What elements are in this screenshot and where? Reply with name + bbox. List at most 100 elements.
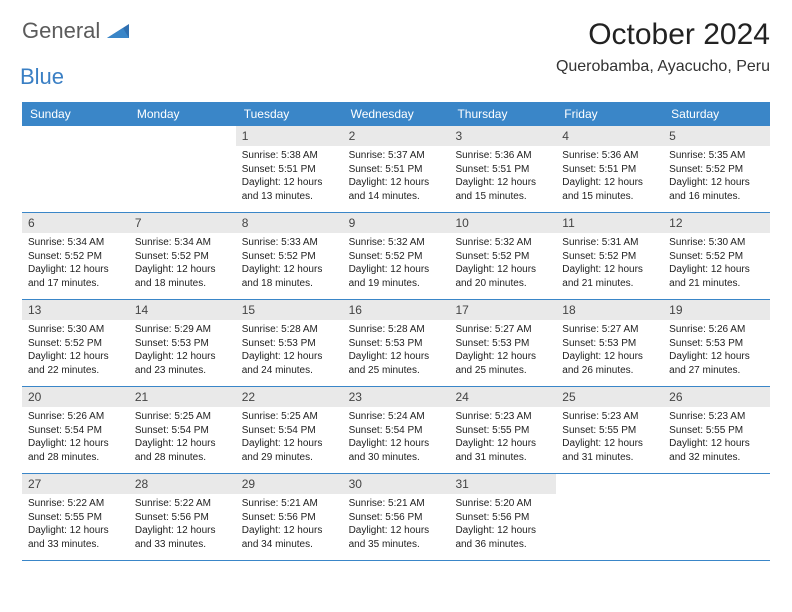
- day-number: 31: [449, 474, 556, 494]
- day-number: 12: [663, 213, 770, 233]
- day-details: Sunrise: 5:36 AMSunset: 5:51 PMDaylight:…: [449, 146, 556, 209]
- sunrise-text: Sunrise: 5:27 AM: [562, 323, 657, 337]
- calendar-day-cell: 5Sunrise: 5:35 AMSunset: 5:52 PMDaylight…: [663, 126, 770, 212]
- day-details: Sunrise: 5:27 AMSunset: 5:53 PMDaylight:…: [449, 320, 556, 383]
- calendar-week-row: ....1Sunrise: 5:38 AMSunset: 5:51 PMDayl…: [22, 126, 770, 213]
- day-details: Sunrise: 5:23 AMSunset: 5:55 PMDaylight:…: [556, 407, 663, 470]
- calendar-day-cell: 4Sunrise: 5:36 AMSunset: 5:51 PMDaylight…: [556, 126, 663, 212]
- day-number: 7: [129, 213, 236, 233]
- sunset-text: Sunset: 5:54 PM: [349, 424, 444, 438]
- calendar-day-cell: 16Sunrise: 5:28 AMSunset: 5:53 PMDayligh…: [343, 300, 450, 386]
- day-details: Sunrise: 5:35 AMSunset: 5:52 PMDaylight:…: [663, 146, 770, 209]
- day-number: 6: [22, 213, 129, 233]
- day-details: Sunrise: 5:20 AMSunset: 5:56 PMDaylight:…: [449, 494, 556, 557]
- daylight-text: Daylight: 12 hours and 13 minutes.: [242, 176, 337, 203]
- daylight-text: Daylight: 12 hours and 34 minutes.: [242, 524, 337, 551]
- calendar-day-cell: 9Sunrise: 5:32 AMSunset: 5:52 PMDaylight…: [343, 213, 450, 299]
- sunset-text: Sunset: 5:52 PM: [669, 250, 764, 264]
- sunrise-text: Sunrise: 5:34 AM: [135, 236, 230, 250]
- daylight-text: Daylight: 12 hours and 31 minutes.: [562, 437, 657, 464]
- calendar-week-row: 20Sunrise: 5:26 AMSunset: 5:54 PMDayligh…: [22, 387, 770, 474]
- calendar-day-cell: 30Sunrise: 5:21 AMSunset: 5:56 PMDayligh…: [343, 474, 450, 560]
- calendar-week-row: 13Sunrise: 5:30 AMSunset: 5:52 PMDayligh…: [22, 300, 770, 387]
- calendar-day-cell: 8Sunrise: 5:33 AMSunset: 5:52 PMDaylight…: [236, 213, 343, 299]
- sunset-text: Sunset: 5:52 PM: [349, 250, 444, 264]
- day-details: Sunrise: 5:37 AMSunset: 5:51 PMDaylight:…: [343, 146, 450, 209]
- daylight-text: Daylight: 12 hours and 29 minutes.: [242, 437, 337, 464]
- sunset-text: Sunset: 5:53 PM: [135, 337, 230, 351]
- day-details: Sunrise: 5:34 AMSunset: 5:52 PMDaylight:…: [22, 233, 129, 296]
- calendar-day-cell: 2Sunrise: 5:37 AMSunset: 5:51 PMDaylight…: [343, 126, 450, 212]
- logo: General Blue: [22, 18, 129, 90]
- day-number: 28: [129, 474, 236, 494]
- day-number: 1: [236, 126, 343, 146]
- sunrise-text: Sunrise: 5:31 AM: [562, 236, 657, 250]
- day-number: 25: [556, 387, 663, 407]
- day-number: 16: [343, 300, 450, 320]
- location-text: Querobamba, Ayacucho, Peru: [556, 58, 770, 76]
- sunrise-text: Sunrise: 5:33 AM: [242, 236, 337, 250]
- calendar-day-cell: ..: [556, 474, 663, 560]
- calendar-header-cell: Friday: [556, 102, 663, 126]
- sunrise-text: Sunrise: 5:22 AM: [135, 497, 230, 511]
- day-details: Sunrise: 5:28 AMSunset: 5:53 PMDaylight:…: [343, 320, 450, 383]
- sunset-text: Sunset: 5:51 PM: [455, 163, 550, 177]
- calendar-day-cell: 22Sunrise: 5:25 AMSunset: 5:54 PMDayligh…: [236, 387, 343, 473]
- sunset-text: Sunset: 5:52 PM: [242, 250, 337, 264]
- daylight-text: Daylight: 12 hours and 19 minutes.: [349, 263, 444, 290]
- day-number: 15: [236, 300, 343, 320]
- daylight-text: Daylight: 12 hours and 28 minutes.: [28, 437, 123, 464]
- sunrise-text: Sunrise: 5:23 AM: [669, 410, 764, 424]
- calendar-day-cell: 14Sunrise: 5:29 AMSunset: 5:53 PMDayligh…: [129, 300, 236, 386]
- daylight-text: Daylight: 12 hours and 15 minutes.: [455, 176, 550, 203]
- calendar-header-cell: Sunday: [22, 102, 129, 126]
- daylight-text: Daylight: 12 hours and 18 minutes.: [242, 263, 337, 290]
- sunset-text: Sunset: 5:52 PM: [135, 250, 230, 264]
- daylight-text: Daylight: 12 hours and 33 minutes.: [28, 524, 123, 551]
- day-details: Sunrise: 5:32 AMSunset: 5:52 PMDaylight:…: [449, 233, 556, 296]
- day-number: 17: [449, 300, 556, 320]
- calendar-day-cell: 27Sunrise: 5:22 AMSunset: 5:55 PMDayligh…: [22, 474, 129, 560]
- day-details: Sunrise: 5:22 AMSunset: 5:55 PMDaylight:…: [22, 494, 129, 557]
- calendar-day-cell: ..: [22, 126, 129, 212]
- sunset-text: Sunset: 5:54 PM: [135, 424, 230, 438]
- calendar-day-cell: 15Sunrise: 5:28 AMSunset: 5:53 PMDayligh…: [236, 300, 343, 386]
- calendar-day-cell: 3Sunrise: 5:36 AMSunset: 5:51 PMDaylight…: [449, 126, 556, 212]
- calendar-day-cell: 17Sunrise: 5:27 AMSunset: 5:53 PMDayligh…: [449, 300, 556, 386]
- daylight-text: Daylight: 12 hours and 26 minutes.: [562, 350, 657, 377]
- day-number: 5: [663, 126, 770, 146]
- day-details: Sunrise: 5:26 AMSunset: 5:53 PMDaylight:…: [663, 320, 770, 383]
- day-details: Sunrise: 5:23 AMSunset: 5:55 PMDaylight:…: [663, 407, 770, 470]
- sunrise-text: Sunrise: 5:24 AM: [349, 410, 444, 424]
- title-block: October 2024 Querobamba, Ayacucho, Peru: [556, 18, 770, 76]
- calendar-day-cell: 6Sunrise: 5:34 AMSunset: 5:52 PMDaylight…: [22, 213, 129, 299]
- day-number: 24: [449, 387, 556, 407]
- day-number: 29: [236, 474, 343, 494]
- calendar-header-cell: Monday: [129, 102, 236, 126]
- calendar-day-cell: 20Sunrise: 5:26 AMSunset: 5:54 PMDayligh…: [22, 387, 129, 473]
- sunrise-text: Sunrise: 5:29 AM: [135, 323, 230, 337]
- sunrise-text: Sunrise: 5:30 AM: [669, 236, 764, 250]
- sunset-text: Sunset: 5:53 PM: [562, 337, 657, 351]
- day-details: Sunrise: 5:25 AMSunset: 5:54 PMDaylight:…: [129, 407, 236, 470]
- day-details: Sunrise: 5:38 AMSunset: 5:51 PMDaylight:…: [236, 146, 343, 209]
- daylight-text: Daylight: 12 hours and 30 minutes.: [349, 437, 444, 464]
- day-number: 23: [343, 387, 450, 407]
- day-number: 2: [343, 126, 450, 146]
- sunset-text: Sunset: 5:52 PM: [28, 250, 123, 264]
- daylight-text: Daylight: 12 hours and 21 minutes.: [562, 263, 657, 290]
- day-number: 3: [449, 126, 556, 146]
- calendar-week-row: 27Sunrise: 5:22 AMSunset: 5:55 PMDayligh…: [22, 474, 770, 561]
- day-number: 22: [236, 387, 343, 407]
- daylight-text: Daylight: 12 hours and 25 minutes.: [455, 350, 550, 377]
- day-details: Sunrise: 5:26 AMSunset: 5:54 PMDaylight:…: [22, 407, 129, 470]
- sunrise-text: Sunrise: 5:22 AM: [28, 497, 123, 511]
- day-details: Sunrise: 5:30 AMSunset: 5:52 PMDaylight:…: [22, 320, 129, 383]
- day-number: 14: [129, 300, 236, 320]
- calendar-day-cell: ..: [129, 126, 236, 212]
- day-number: 21: [129, 387, 236, 407]
- day-number: 11: [556, 213, 663, 233]
- sunset-text: Sunset: 5:52 PM: [669, 163, 764, 177]
- day-number: 19: [663, 300, 770, 320]
- day-details: Sunrise: 5:23 AMSunset: 5:55 PMDaylight:…: [449, 407, 556, 470]
